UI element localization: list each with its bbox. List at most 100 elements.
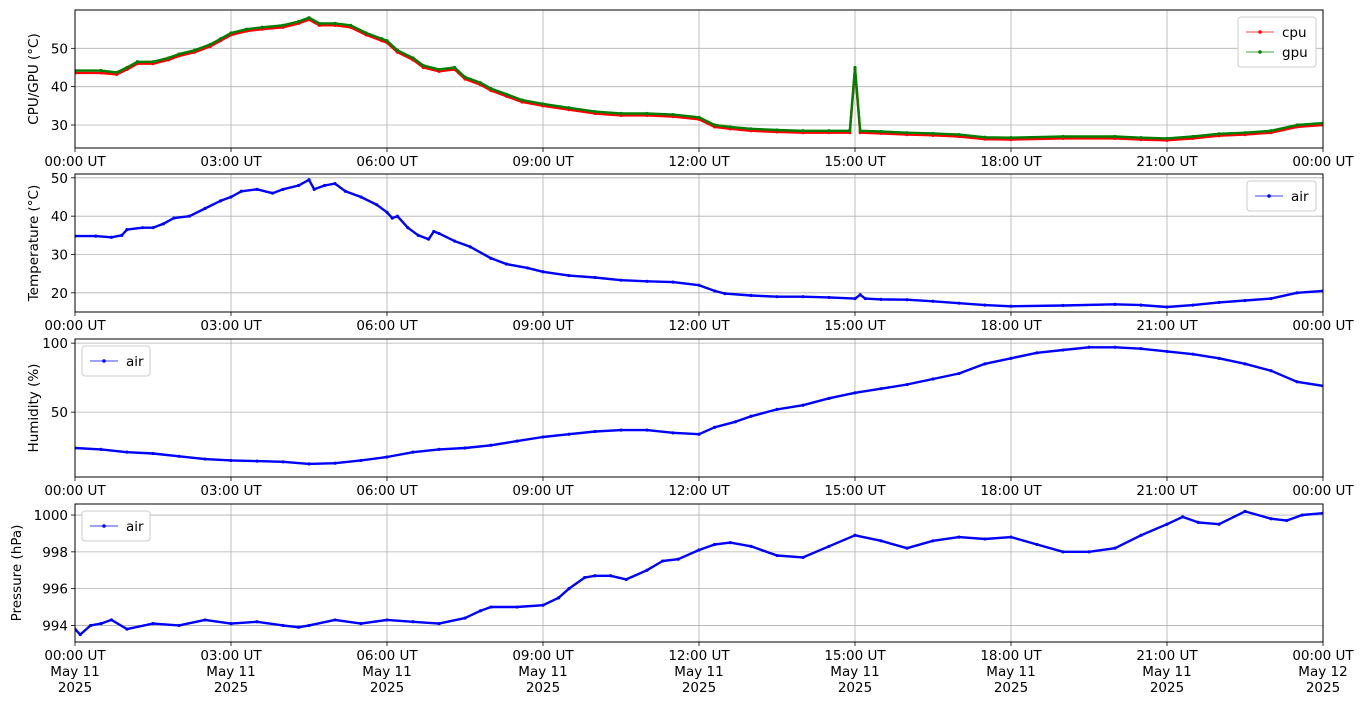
data-point [219,199,223,203]
data-point [177,52,181,56]
data-point [167,56,171,60]
data-point [1113,134,1117,139]
data-point [489,86,493,91]
data-point [931,539,935,543]
data-point [749,293,753,298]
data-point [99,68,103,73]
data-point [827,396,831,400]
data-point [432,229,436,234]
data-point [463,616,467,620]
data-point [1009,136,1013,140]
data-point [853,391,857,395]
y-tick-label: 996 [42,582,68,598]
x-tick-label: 18:00 UT May 11 2025 [980,648,1042,696]
data-point [567,432,571,436]
data-point [983,303,987,307]
data-point [307,178,311,182]
data-point [957,535,961,539]
data-point [1243,362,1247,366]
legend-label-gpu: gpu [1282,45,1308,61]
data-point [281,23,285,27]
data-point [489,443,493,447]
data-point [593,574,597,578]
data-point [78,633,82,637]
y-tick-label: 20 [51,286,68,302]
data-point [1295,291,1299,295]
data-point [713,289,717,293]
y-tick-label: 994 [42,618,68,634]
data-point [671,431,675,435]
data-point [879,129,883,134]
data-point [229,622,233,626]
data-point [333,181,337,186]
data-point [245,27,249,31]
data-point [453,65,457,70]
data-point [1243,298,1247,303]
data-point [437,231,441,236]
data-point [1061,348,1065,352]
x-tick-label: 15:00 UT [824,318,886,334]
data-point [1165,349,1169,354]
data-point [624,577,628,582]
x-tick-label: 06:00 UT [356,483,418,499]
legend: air [81,510,151,542]
legend-box [1237,16,1317,68]
x-tick-label: 03:00 UT [200,154,262,170]
data-point [957,371,961,376]
series-air [75,178,1323,309]
data-point [427,237,431,241]
x-tick-label: 03:00 UT May 11 2025 [200,648,262,696]
legend-label-air: air [126,354,144,370]
data-point [364,31,368,35]
y-tick-label: 998 [42,545,68,561]
data-point [255,187,259,191]
y-tick-label: 30 [51,248,68,264]
data-point [645,428,649,432]
data-point [645,279,649,283]
data-point [609,574,613,578]
x-tick-label: 00:00 UT [1292,154,1354,170]
x-tick-label: 00:00 UT [44,318,106,334]
data-point [333,461,337,465]
data-point [557,596,561,600]
data-point [697,432,701,436]
data-point [385,39,389,43]
x-tick-label: 18:00 UT [980,318,1042,334]
legend-marker-air [102,524,106,528]
data-point [1061,134,1065,139]
data-point [1165,305,1169,309]
data-point [281,623,285,628]
data-point [619,111,623,116]
data-point [135,60,139,64]
data-point [858,293,862,297]
data-point [94,234,98,238]
data-point [1217,300,1221,305]
x-tick-label: 00:00 UT [1292,318,1354,334]
data-point [749,414,753,418]
data-point [671,280,675,284]
data-point [120,233,124,237]
data-point [1113,546,1117,550]
data-point [671,113,675,117]
x-tick-label: 09:00 UT [512,154,574,170]
data-point [525,266,530,270]
data-point [203,206,207,211]
x-tick-label: 15:00 UT May 11 2025 [824,648,886,696]
data-point [349,23,353,27]
data-point [255,459,259,463]
data-point [1139,347,1143,351]
data-point [99,622,103,626]
data-point [1139,303,1143,307]
x-tick-label: 21:00 UT May 11 2025 [1136,648,1198,696]
data-point [801,129,805,133]
data-point [801,403,805,407]
data-point [583,576,587,580]
plot-frame [74,503,1324,643]
data-point [905,382,909,387]
legend-marker-air [102,359,106,363]
data-point [801,295,805,299]
x-tick-label: 15:00 UT [824,483,886,499]
data-point [297,183,301,188]
data-point [541,435,545,439]
data-point [468,245,472,249]
